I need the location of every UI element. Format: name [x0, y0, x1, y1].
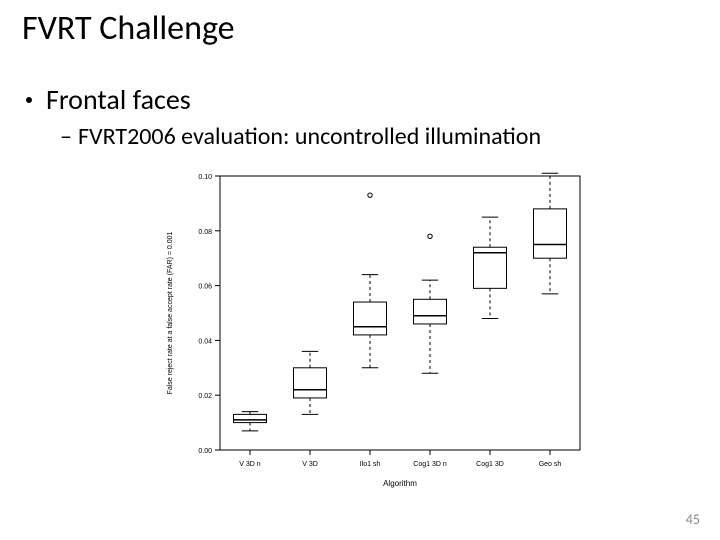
svg-text:Algorithm: Algorithm	[383, 479, 417, 488]
svg-text:V 3D n: V 3D n	[239, 461, 261, 468]
boxplot-chart: 0.00 0.02 0.04 0.06 0.08 0.10 False reject rat…	[150, 168, 590, 498]
svg-text:0.10: 0.10	[198, 174, 212, 181]
svg-text:Geo sh: Geo sh	[539, 461, 562, 468]
bullet-dash-icon: –	[60, 122, 72, 151]
svg-text:False reject rate at a false a: False reject rate at a false accept rate…	[167, 231, 174, 394]
svg-text:V 3D: V 3D	[302, 461, 318, 468]
bullet-l2-text: FVRT2006 evaluation: uncontrolled illumi…	[78, 122, 541, 151]
svg-text:0.02: 0.02	[198, 393, 212, 400]
svg-text:0.08: 0.08	[198, 229, 212, 236]
svg-text:Ilo1 sh: Ilo1 sh	[360, 461, 381, 468]
page-title: FVRT Challenge	[22, 8, 235, 49]
svg-text:0.06: 0.06	[198, 284, 212, 291]
svg-text:0.00: 0.00	[198, 448, 212, 455]
bullet-level-1: Frontal faces	[26, 82, 191, 117]
bullet-level-2: –FVRT2006 evaluation: uncontrolled illum…	[60, 122, 541, 151]
bullet-l1-text: Frontal faces	[46, 82, 191, 117]
boxplot-svg: 0.00 0.02 0.04 0.06 0.08 0.10 False reject rat…	[150, 168, 590, 498]
bullet-dot-icon	[26, 97, 32, 103]
svg-text:0.04: 0.04	[198, 338, 212, 345]
svg-text:Cog1 3D: Cog1 3D	[476, 461, 504, 468]
svg-text:Cog1 3D n: Cog1 3D n	[413, 461, 447, 468]
page-number: 45	[686, 511, 700, 528]
